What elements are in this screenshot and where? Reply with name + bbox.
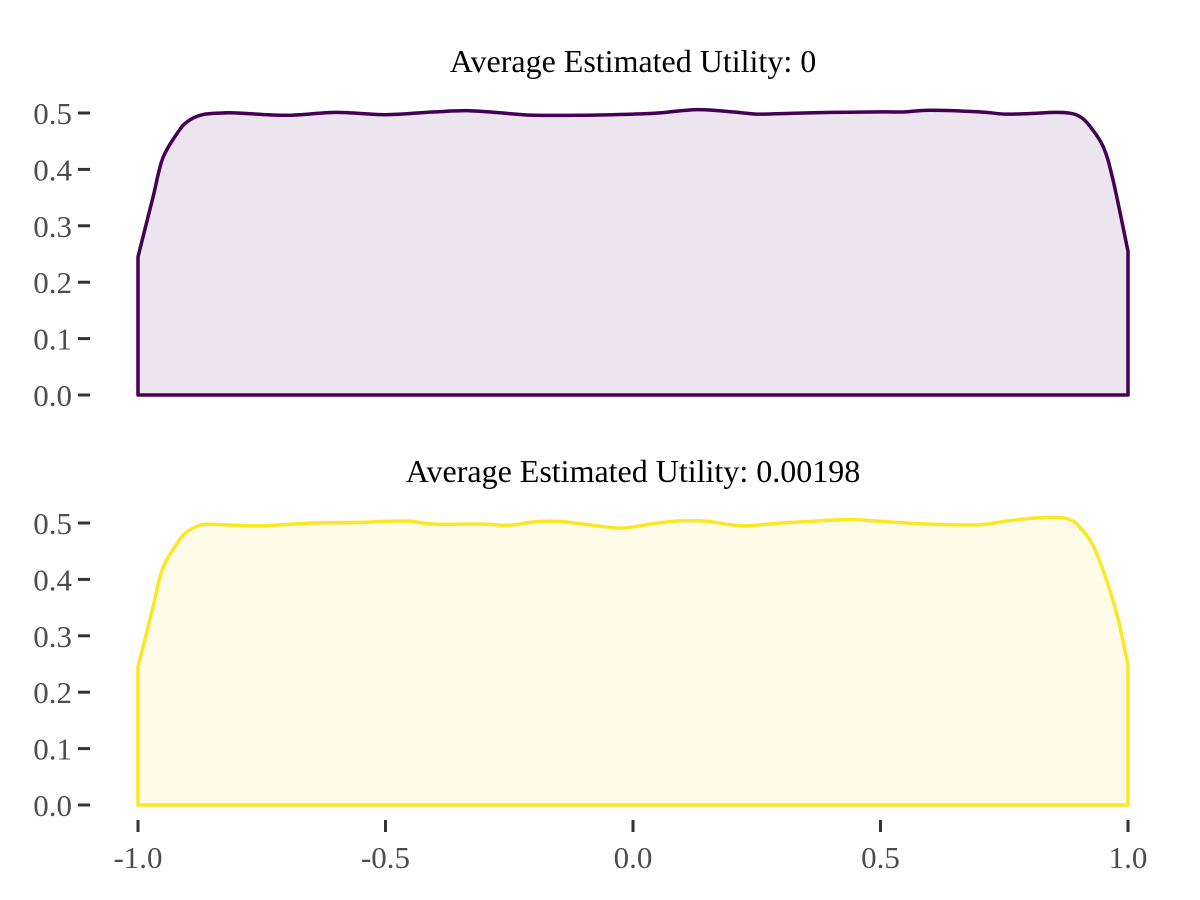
x-tick-label: 0.0 bbox=[614, 840, 653, 875]
y-tick-label: 0.4 bbox=[33, 562, 72, 597]
y-tick-label: 0.0 bbox=[33, 378, 72, 413]
x-tick-label: -1.0 bbox=[113, 840, 162, 875]
y-tick-label: 0.1 bbox=[33, 732, 72, 767]
y-tick-label: 0.1 bbox=[33, 322, 72, 357]
y-tick-label: 0.2 bbox=[33, 675, 72, 710]
panel-title: Average Estimated Utility: 0.00198 bbox=[406, 453, 860, 489]
x-tick-label: 0.5 bbox=[861, 840, 900, 875]
top-density-panel: Average Estimated Utility: 0 0.0 0.1 0.2 0.3… bbox=[33, 43, 1130, 413]
y-tick-label: 0.4 bbox=[33, 152, 72, 187]
y-tick-label: 0.3 bbox=[33, 619, 72, 654]
y-tick-label: 0.2 bbox=[33, 265, 72, 300]
panel-title: Average Estimated Utility: 0 bbox=[450, 43, 816, 79]
x-tick-label: -0.5 bbox=[361, 840, 410, 875]
y-tick-label: 0.0 bbox=[33, 788, 72, 823]
bottom-density-panel: Average Estimated Utility: 0.00198 0.0 0.1… bbox=[33, 453, 1147, 875]
density-area bbox=[136, 515, 1130, 807]
x-tick-label: 1.0 bbox=[1109, 840, 1148, 875]
y-tick-label: 0.3 bbox=[33, 209, 72, 244]
y-tick-label: 0.5 bbox=[33, 96, 72, 131]
y-tick-label: 0.5 bbox=[33, 506, 72, 541]
density-area bbox=[136, 107, 1130, 397]
